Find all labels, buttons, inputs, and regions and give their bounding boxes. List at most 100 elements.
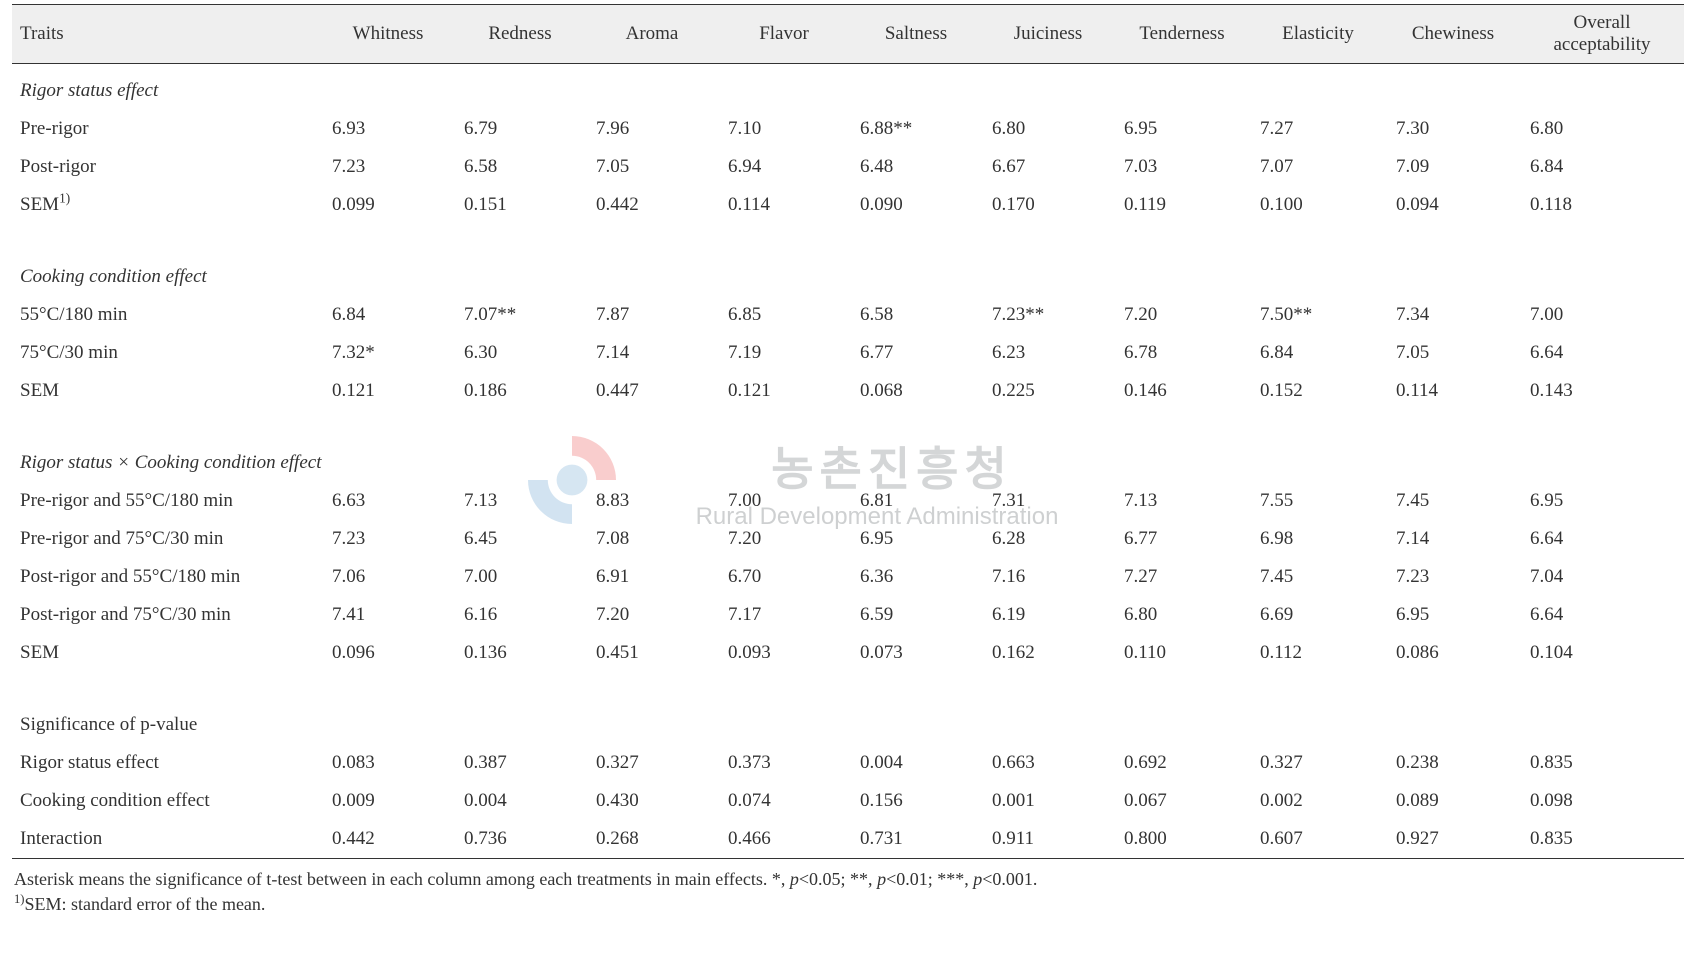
table-cell: 0.121 — [322, 372, 454, 410]
table-cell: 0.736 — [454, 820, 586, 859]
table-cell: 0.004 — [850, 744, 982, 782]
table-cell: 7.55 — [1250, 482, 1386, 520]
table-cell: 7.27 — [1250, 110, 1386, 148]
table-cell: 7.13 — [1114, 482, 1250, 520]
table-cell: 7.00 — [718, 482, 850, 520]
table-cell: 7.34 — [1386, 296, 1520, 334]
table-cell: 6.94 — [718, 148, 850, 186]
table-cell: 6.81 — [850, 482, 982, 520]
table-cell: 7.23 — [1386, 558, 1520, 596]
table-cell: 0.083 — [322, 744, 454, 782]
table-cell: 7.09 — [1386, 148, 1520, 186]
col-header: Juiciness — [982, 5, 1114, 64]
table-cell: 0.089 — [1386, 782, 1520, 820]
table-cell: 6.28 — [982, 520, 1114, 558]
table-cell: 6.58 — [454, 148, 586, 186]
table-cell: 6.78 — [1114, 334, 1250, 372]
table-cell: 0.327 — [586, 744, 718, 782]
table-cell: 7.30 — [1386, 110, 1520, 148]
col-header: Saltness — [850, 5, 982, 64]
row-label: Post-rigor — [12, 148, 322, 186]
table-cell: 7.20 — [586, 596, 718, 634]
table-cell: 0.143 — [1520, 372, 1684, 410]
table-cell: 0.100 — [1250, 186, 1386, 224]
table-cell: 0.099 — [322, 186, 454, 224]
table-cell: 6.80 — [982, 110, 1114, 148]
table-cell: 6.98 — [1250, 520, 1386, 558]
table-cell: 7.07** — [454, 296, 586, 334]
row-label: Interaction — [12, 820, 322, 859]
table-cell: 6.88** — [850, 110, 982, 148]
table-cell: 0.430 — [586, 782, 718, 820]
table-cell: 0.073 — [850, 634, 982, 672]
table-cell: 0.373 — [718, 744, 850, 782]
table-cell: 0.094 — [1386, 186, 1520, 224]
table-cell: 0.663 — [982, 744, 1114, 782]
table-cell: 6.30 — [454, 334, 586, 372]
table-cell: 0.151 — [454, 186, 586, 224]
table-cell: 6.80 — [1520, 110, 1684, 148]
table-cell: 7.96 — [586, 110, 718, 148]
table-cell: 0.447 — [586, 372, 718, 410]
col-header: Flavor — [718, 5, 850, 64]
table-cell: 7.04 — [1520, 558, 1684, 596]
table-cell: 6.36 — [850, 558, 982, 596]
table-cell: 0.090 — [850, 186, 982, 224]
table-cell: 0.074 — [718, 782, 850, 820]
table-cell: 0.927 — [1386, 820, 1520, 859]
table-cell: 7.14 — [1386, 520, 1520, 558]
section-title: Cooking condition effect — [12, 250, 1684, 296]
table-cell: 0.225 — [982, 372, 1114, 410]
table-cell: 0.093 — [718, 634, 850, 672]
table-cell: 6.84 — [1250, 334, 1386, 372]
row-label: SEM — [12, 372, 322, 410]
table-cell: 6.63 — [322, 482, 454, 520]
table-cell: 7.19 — [718, 334, 850, 372]
row-label: Cooking condition effect — [12, 782, 322, 820]
table-cell: 7.23 — [322, 520, 454, 558]
table-cell: 6.84 — [322, 296, 454, 334]
row-label: Pre-rigor — [12, 110, 322, 148]
table-cell: 0.170 — [982, 186, 1114, 224]
table-cell: 0.086 — [1386, 634, 1520, 672]
table-cell: 7.14 — [586, 334, 718, 372]
table-cell: 7.05 — [1386, 334, 1520, 372]
table-cell: 0.004 — [454, 782, 586, 820]
table-cell: 6.79 — [454, 110, 586, 148]
table-cell: 0.068 — [850, 372, 982, 410]
table-cell: 0.451 — [586, 634, 718, 672]
table-cell: 0.238 — [1386, 744, 1520, 782]
col-header: Chewiness — [1386, 5, 1520, 64]
table-cell: 7.05 — [586, 148, 718, 186]
section-title: Rigor status × Cooking condition effect — [12, 436, 1684, 482]
table-cell: 0.114 — [1386, 372, 1520, 410]
table-cell: 0.067 — [1114, 782, 1250, 820]
results-table: TraitsWhitnessRednessAromaFlavorSaltness… — [12, 4, 1684, 859]
table-cell: 0.607 — [1250, 820, 1386, 859]
table-cell: 6.69 — [1250, 596, 1386, 634]
table-cell: 0.186 — [454, 372, 586, 410]
col-header: Traits — [12, 5, 322, 64]
table-cell: 0.096 — [322, 634, 454, 672]
table-cell: 0.002 — [1250, 782, 1386, 820]
table-cell: 6.64 — [1520, 596, 1684, 634]
table-cell: 7.27 — [1114, 558, 1250, 596]
table-cell: 7.23** — [982, 296, 1114, 334]
table-cell: 0.136 — [454, 634, 586, 672]
table-cell: 6.77 — [1114, 520, 1250, 558]
table-cell: 6.19 — [982, 596, 1114, 634]
table-cell: 0.835 — [1520, 820, 1684, 859]
table-cell: 0.098 — [1520, 782, 1684, 820]
table-cell: 6.91 — [586, 558, 718, 596]
table-cell: 0.121 — [718, 372, 850, 410]
table-cell: 0.800 — [1114, 820, 1250, 859]
table-cell: 6.84 — [1520, 148, 1684, 186]
row-label: SEM — [12, 634, 322, 672]
table-cell: 7.50** — [1250, 296, 1386, 334]
table-cell: 6.48 — [850, 148, 982, 186]
col-header: Tenderness — [1114, 5, 1250, 64]
table-cell: 0.442 — [586, 186, 718, 224]
table-cell: 0.114 — [718, 186, 850, 224]
row-label: Pre-rigor and 75°C/30 min — [12, 520, 322, 558]
table-cell: 6.85 — [718, 296, 850, 334]
